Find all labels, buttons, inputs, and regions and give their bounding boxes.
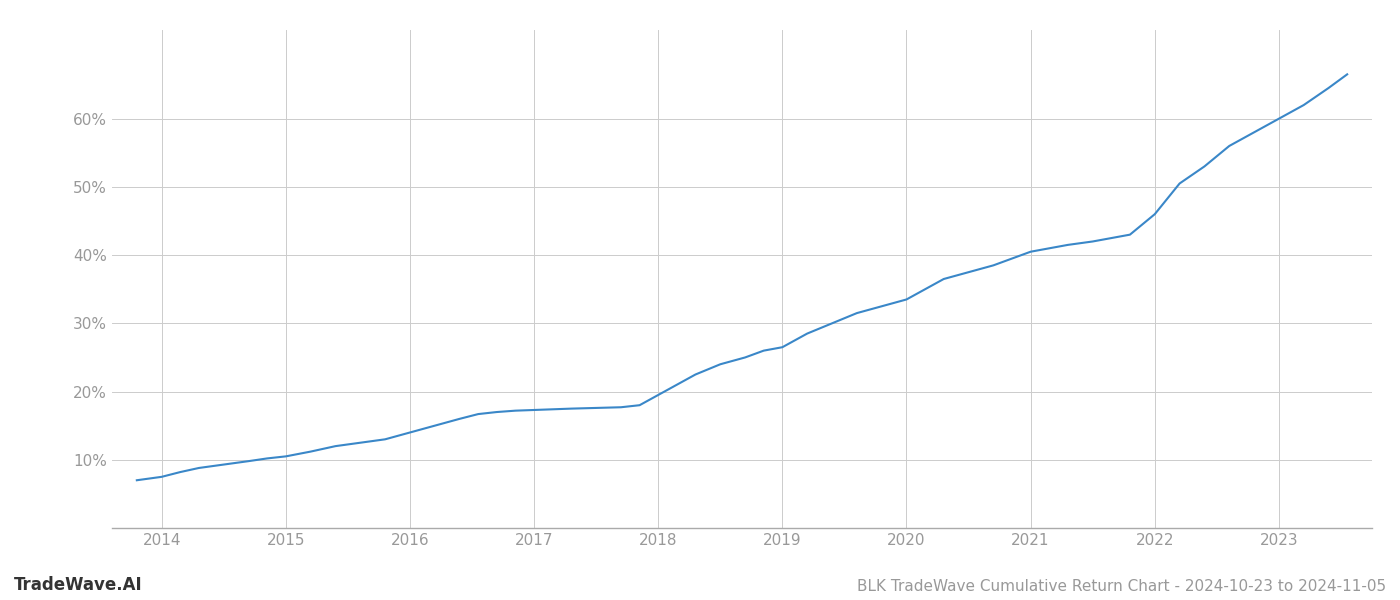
Text: TradeWave.AI: TradeWave.AI bbox=[14, 576, 143, 594]
Text: BLK TradeWave Cumulative Return Chart - 2024-10-23 to 2024-11-05: BLK TradeWave Cumulative Return Chart - … bbox=[857, 579, 1386, 594]
